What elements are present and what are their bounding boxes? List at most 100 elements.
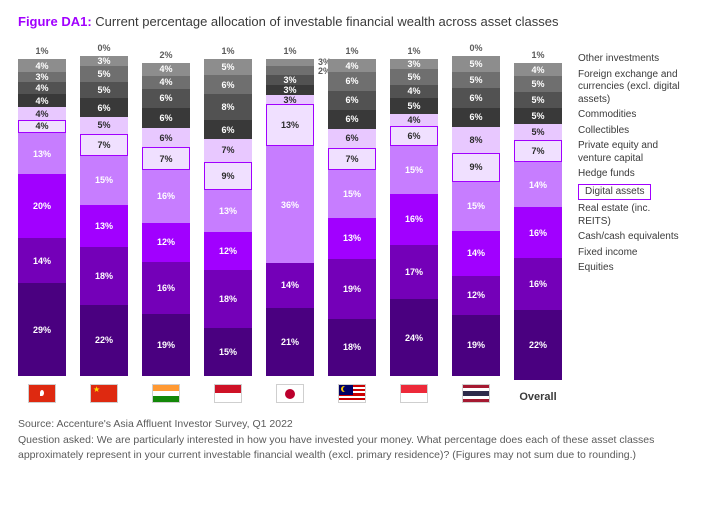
seg-collect: 4% (18, 82, 66, 95)
seg-equities: 22% (80, 305, 128, 376)
column-top-label: 1% (407, 46, 420, 57)
stack: 4%3%4%4%4%4%13%20%14%29% (18, 59, 66, 376)
column-jp: 1%3%3%3%13%36%14%21% (266, 46, 314, 403)
stack: 4%4%6%6%6%7%16%12%16%19% (142, 63, 190, 376)
seg-fixed: 16% (514, 258, 562, 309)
footer-source: Source: Accenture's Asia Affluent Invest… (18, 417, 683, 433)
seg-collect: 6% (142, 89, 190, 109)
seg-pe: 6% (452, 108, 500, 127)
column-in: 2%4%4%6%6%6%7%16%12%16%19% (142, 50, 190, 403)
column-top-label: 1% (283, 46, 296, 57)
seg-pe: 5% (514, 108, 562, 124)
seg-pe: 6% (328, 110, 376, 129)
column-cn: 0%3%5%5%6%5%7%15%13%18%22%★ (80, 43, 128, 403)
column-top-label: 1% (221, 46, 234, 57)
seg-equities: 21% (266, 308, 314, 376)
overall-label: Overall (519, 391, 556, 403)
seg-hedge: 3% (266, 95, 314, 105)
seg-fx: 3% (390, 59, 438, 69)
seg-realestate: 15% (452, 182, 500, 230)
seg-collect: 4% (390, 85, 438, 98)
column-top-label: 1% (345, 46, 358, 57)
seg-equities: 22% (514, 310, 562, 380)
seg-collect: 3% (266, 75, 314, 85)
seg-equities: 24% (390, 299, 438, 376)
legend-item-hedge: Hedge funds (578, 168, 683, 181)
stack: 5%6%8%6%7%9%13%12%18%15% (204, 59, 252, 376)
seg-commod: 4% (142, 76, 190, 89)
seg-digital: 9% (204, 162, 252, 191)
flag-in (152, 376, 180, 403)
seg-commod: 5% (452, 72, 500, 88)
seg-cash: 12% (142, 223, 190, 262)
seg-fixed: 12% (452, 276, 500, 315)
column-top-label: 2% (159, 50, 172, 61)
seg-commod: 5% (80, 66, 128, 82)
flag-sg (400, 376, 428, 403)
flag-th (462, 376, 490, 403)
legend-item-realestate: Real estate (inc. REITS) (578, 203, 683, 228)
seg-hedge: 4% (390, 114, 438, 127)
seg-fx: 4% (328, 59, 376, 72)
stack: 3%5%4%5%4%6%15%16%17%24% (390, 59, 438, 376)
seg-collect: 5% (514, 92, 562, 108)
seg-fx: 4% (18, 59, 66, 72)
seg-digital: 7% (80, 134, 128, 157)
seg-cash: 16% (514, 207, 562, 258)
seg-digital: 13% (266, 104, 314, 146)
flag-cn: ★ (90, 376, 118, 403)
column-my: 1%4%6%6%6%6%7%15%13%19%18% (328, 46, 376, 403)
seg-pe: 6% (142, 108, 190, 128)
seg-equities: 19% (452, 315, 500, 376)
legend-item-collect: Collectibles (578, 125, 683, 138)
seg-equities: 29% (18, 283, 66, 376)
seg-pe: 5% (390, 98, 438, 114)
seg-hedge: 5% (80, 117, 128, 133)
seg-hedge: 4% (18, 107, 66, 120)
seg-digital: 9% (452, 153, 500, 182)
figure-number: Figure DA1: (18, 14, 92, 29)
legend-item-pe: Private equity and venture capital (578, 140, 683, 165)
flag-id (214, 376, 242, 403)
column-top-label: 1% (35, 46, 48, 57)
figure-title-text: Current percentage allocation of investa… (95, 14, 558, 29)
chart-area: 1%4%3%4%4%4%4%13%20%14%29%0%3%5%5%6%5%7%… (18, 43, 683, 403)
seg-fixed: 16% (142, 262, 190, 314)
flag-jp (276, 376, 304, 403)
seg-equities: 15% (204, 328, 252, 376)
column-hk: 1%4%3%4%4%4%4%13%20%14%29% (18, 46, 66, 403)
seg-commod: 5% (514, 76, 562, 92)
seg-fx: 4% (142, 63, 190, 76)
seg-cash: 13% (328, 218, 376, 259)
legend-highlight: Digital assets (578, 184, 651, 201)
seg-cash: 13% (80, 205, 128, 247)
seg-fixed: 18% (204, 270, 252, 328)
seg-fixed: 17% (390, 245, 438, 299)
seg-commod (266, 66, 314, 76)
seg-collect: 5% (80, 82, 128, 98)
seg-realestate: 16% (142, 170, 190, 222)
seg-fixed: 19% (328, 259, 376, 319)
seg-digital: 7% (328, 148, 376, 170)
seg-cash: 14% (452, 231, 500, 276)
seg-collect: 6% (452, 88, 500, 107)
seg-hedge: 7% (204, 139, 252, 161)
seg-realestate: 13% (204, 190, 252, 232)
column-overall: 1%4%5%5%5%5%7%14%16%16%22%Overall (514, 50, 562, 403)
stacked-columns: 1%4%3%4%4%4%4%13%20%14%29%0%3%5%5%6%5%7%… (18, 43, 562, 403)
seg-digital: 4% (18, 120, 66, 133)
seg-realestate: 14% (514, 162, 562, 207)
seg-collect: 8% (204, 94, 252, 120)
seg-pe: 4% (18, 94, 66, 107)
legend-item-fx: Foreign exchange and currencies (excl. d… (578, 69, 683, 107)
seg-cash: 20% (18, 174, 66, 238)
seg-hedge: 6% (142, 128, 190, 148)
seg-commod: 3% (18, 72, 66, 82)
legend-item-other: Other investments (578, 53, 683, 66)
seg-digital: 7% (142, 147, 190, 170)
figure-footer: Source: Accenture's Asia Affluent Invest… (18, 417, 683, 464)
seg-fx: 3% (80, 56, 128, 66)
seg-equities: 19% (142, 314, 190, 376)
seg-realestate: 15% (328, 170, 376, 218)
column-sg: 1%3%5%4%5%4%6%15%16%17%24% (390, 46, 438, 403)
